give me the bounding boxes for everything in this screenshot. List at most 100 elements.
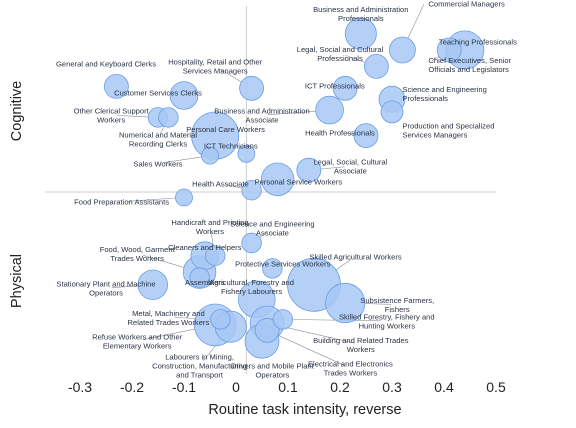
bubble-protective-services-workers <box>262 258 283 279</box>
x-tick-label: 0.4 <box>434 379 454 395</box>
bubble-production-and-specialized-services-managers <box>380 100 404 124</box>
label-numerical-and-material-recording-clerks: Numerical and Material Recording Clerks <box>119 130 197 148</box>
label-hospitality-retail-and-other-services-managers: Hospitality, Retail and Other Services Ma… <box>168 58 262 76</box>
bubble-assemblers <box>189 267 210 288</box>
leader-health-professionals <box>345 133 355 135</box>
leader-sales-workers <box>163 156 202 163</box>
bubble-labels: Business and Administration Professionals… <box>56 0 517 380</box>
leader-legal-social-and-cultural-professionals <box>345 55 366 63</box>
label-health-associate: Health Associate <box>192 180 249 189</box>
label-subsistence-farmers-fishers: Subsistence Farmers, Fishers <box>360 296 434 314</box>
leader-numerical-and-material-recording-clerks <box>160 126 165 134</box>
leader-food-preparation-assistants <box>127 197 176 202</box>
label-refuse-workers-and-other-elementary-workers: Refuse Workers and Other Elementary Worke… <box>92 332 183 350</box>
bubble-metal-machinery-and-related-trades-workers <box>210 309 231 330</box>
bubble-legal-social-and-cultural-professionals <box>363 54 389 79</box>
label-skilled-agricultural-workers: Skilled Agricultural Workers <box>309 252 401 261</box>
label-business-and-administration-professionals: Business and Administration Professionals <box>313 5 408 23</box>
bubble-numerical-and-material-recording-clerks <box>158 107 179 128</box>
label-food-preparation-assistants: Food Preparation Assistants <box>74 198 169 207</box>
bubble-general-and-keyboard-clerks <box>104 74 129 99</box>
x-tick-label: -0.1 <box>172 379 196 395</box>
x-tick-label: 0.1 <box>278 379 298 395</box>
x-tick-label: 0.2 <box>330 379 350 395</box>
label-building-and-related-trades-workers: Building and Related Trades Workers <box>313 336 409 354</box>
bubble-health-professionals <box>353 123 379 149</box>
label-chief-executives-senior-officials-and-legislators: Chief Executives, Senior Officials and Le… <box>428 56 511 74</box>
label-production-and-specialized-services-managers: Production and Specialized Services Manag… <box>402 121 494 139</box>
bubble-series <box>104 17 485 359</box>
bubble-stationary-plant-and-machine-operators <box>137 269 169 301</box>
label-stationary-plant-and-machine-operators: Stationary Plant and Machine Operators <box>56 280 155 298</box>
label-general-and-keyboard-clerks: General and Keyboard Clerks <box>56 59 156 68</box>
y-axis-title-physical: Physical <box>9 254 25 308</box>
bubble-ict-professionals <box>332 75 358 101</box>
bubble-handicraft-and-printing-workers <box>204 245 226 266</box>
label-metal-machinery-and-related-trades-workers: Metal, Machinery and Related Trades Worke… <box>128 309 210 327</box>
x-tick-label: -0.2 <box>120 379 144 395</box>
leader-stationary-plant-and-machine-operators <box>111 285 139 288</box>
label-customer-services-clerks: Customer Services Clerks <box>114 89 202 98</box>
bubble-sales-workers <box>201 146 219 165</box>
label-protective-services-workers: Protective Services Workers <box>235 260 330 269</box>
label-electrical-and-electronics-trades-workers: Electrical and Electronics Trades Workers <box>308 360 393 378</box>
x-tick-label: 0.5 <box>486 379 506 395</box>
leader-science-and-engineering-associate <box>259 231 268 238</box>
label-food-wood-garment-trades-workers: Food, Wood, Garment Trades Workers <box>100 245 176 263</box>
label-other-clerical-support-workers: Other Clerical Support Workers <box>74 107 150 125</box>
bubble-personal-service-workers <box>260 162 295 196</box>
label-cleaners-and-helpers: Cleaners and Helpers <box>168 243 242 252</box>
x-tick-label: 0.3 <box>382 379 402 395</box>
x-tick-label: -0.3 <box>68 379 92 395</box>
bubble-subsistence-farmers-fishers <box>325 282 366 324</box>
bubble-hospitality-retail-and-other-services-managers <box>239 75 265 101</box>
bubble-customer-services-clerks <box>169 81 199 110</box>
leader-administrative-and-commercial-managers <box>407 4 425 39</box>
leader-handicraft-and-printing-workers <box>210 232 214 247</box>
leader-food-wood-garment-trades-workers <box>142 255 185 268</box>
label-sales-workers: Sales Workers <box>133 160 182 169</box>
leader-skilled-agricultural-workers <box>335 259 351 271</box>
label-leader-lines <box>111 4 440 366</box>
label-personal-service-workers: Personal Service Workers <box>255 178 343 187</box>
leader-chief-executives-senior-officials-and-legislators <box>431 56 440 62</box>
label-science-and-engineering-professionals: Science and Engineering Professionals <box>402 85 486 103</box>
bubble-ict-technicians <box>237 144 256 163</box>
label-drivers-and-mobile-plant-operators: Drivers and Mobile Plant Operators <box>231 362 315 380</box>
label-assemblers: Assemblers <box>185 278 225 287</box>
bubble-science-and-engineering-associate <box>241 232 262 254</box>
bubble-skilled-forestry-fishery-and-hunting-workers <box>272 309 294 330</box>
bubble-administrative-and-commercial-managers <box>388 36 416 64</box>
leader-building-and-related-trades-workers <box>283 326 356 344</box>
leader-other-clerical-support-workers <box>117 115 149 118</box>
y-axis-title-cognitive: Cognitive <box>9 81 25 141</box>
leader-hospitality-retail-and-other-services-managers <box>220 68 242 83</box>
label-legal-social-cultural-associate: Legal, Social, Cultural Associate <box>313 158 387 176</box>
bubble-business-and-administration-associate <box>315 95 344 125</box>
label-science-and-engineering-associate: Science and Engineering Associate <box>230 220 314 238</box>
label-health-professionals: Health Professionals <box>305 129 375 138</box>
label-teaching-professionals: Teaching Professionals <box>439 38 517 47</box>
label-ict-technicians: ICT Technicians <box>204 141 258 150</box>
bubble-legal-social-cultural-associate <box>296 157 322 183</box>
label-personal-care-workers: Personal Care Workers <box>186 125 265 134</box>
label-labourers-in-mining-construction-manufacturing-and-transport: Labourers in Mining, Construction, Manufa… <box>152 352 247 379</box>
bubble-health-associate <box>241 179 262 201</box>
label-business-and-administration-associate: Business and Administration Associate <box>214 107 309 125</box>
leader-subsistence-farmers-fishers <box>364 303 392 305</box>
x-tick-label: 0 <box>232 379 240 395</box>
leader-health-associate <box>226 184 243 189</box>
x-axis-ticks: -0.3 -0.2 -0.1 0 0.1 0.2 0.3 0.4 0.5 <box>68 379 506 395</box>
leader-legal-social-cultural-associate <box>320 166 345 170</box>
label-legal-social-and-cultural-professionals: Legal, Social and Cultural Professionals <box>297 45 384 63</box>
leader-refuse-workers-and-other-elementary-workers <box>143 328 195 340</box>
label-ict-professionals: ICT Professionals <box>305 81 365 90</box>
label-agricultural-forestry-and-fishery-labourers: Agricultural, Forestry and Fishery Labour… <box>209 278 294 296</box>
label-skilled-forestry-fishery-and-hunting-workers: Skilled Forestry, Fishery and Hunting Wor… <box>339 312 435 330</box>
label-handicraft-and-printing-workers: Handicraft and Printing Workers <box>171 218 248 236</box>
bubble-chief-executives-senior-officials-and-legislators <box>436 37 462 63</box>
label-administrative-and-commercial-managers: Administrative andCommercial Managers <box>428 0 505 8</box>
bubble-business-and-administration-professionals <box>344 17 377 50</box>
